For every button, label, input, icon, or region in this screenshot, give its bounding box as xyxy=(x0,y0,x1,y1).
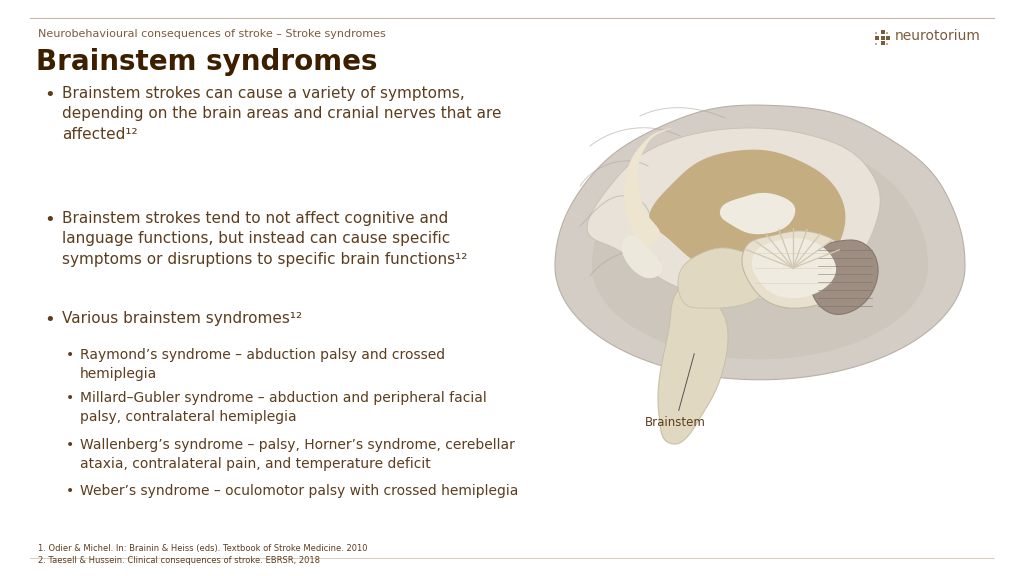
Text: •: • xyxy=(66,348,75,362)
Text: •: • xyxy=(44,311,54,329)
Text: 2. Taesell & Hussein. Clinical consequences of stroke. EBRSR, 2018: 2. Taesell & Hussein. Clinical consequen… xyxy=(38,556,319,565)
Text: •: • xyxy=(66,484,75,498)
Bar xyxy=(886,36,890,40)
Text: Millard–Gubler syndrome – abduction and peripheral facial
palsy, contralateral h: Millard–Gubler syndrome – abduction and … xyxy=(80,391,486,424)
Text: •: • xyxy=(44,211,54,229)
Polygon shape xyxy=(720,193,796,234)
Polygon shape xyxy=(678,248,765,308)
Text: Brainstem: Brainstem xyxy=(645,354,706,429)
Text: Wallenberg’s syndrome – palsy, Horner’s syndrome, cerebellar
ataxia, contralater: Wallenberg’s syndrome – palsy, Horner’s … xyxy=(80,438,515,471)
Polygon shape xyxy=(658,285,728,444)
Text: neurotorium: neurotorium xyxy=(895,29,981,43)
Polygon shape xyxy=(592,135,928,359)
Text: Raymond’s syndrome – abduction palsy and crossed
hemiplegia: Raymond’s syndrome – abduction palsy and… xyxy=(80,348,445,381)
Bar xyxy=(886,43,889,45)
Text: 1. Odier & Michel. In: Brainin & Heiss (eds). Textbook of Stroke Medicine. 2010: 1. Odier & Michel. In: Brainin & Heiss (… xyxy=(38,544,368,553)
Polygon shape xyxy=(811,240,878,314)
Text: •: • xyxy=(44,86,54,104)
Polygon shape xyxy=(587,128,881,299)
Bar xyxy=(886,32,889,34)
Bar xyxy=(874,32,878,34)
Text: •: • xyxy=(66,438,75,452)
Bar xyxy=(881,30,885,34)
Text: Brainstem syndromes: Brainstem syndromes xyxy=(36,48,378,76)
Text: Brainstem strokes can cause a variety of symptoms,
depending on the brain areas : Brainstem strokes can cause a variety of… xyxy=(62,86,502,142)
Polygon shape xyxy=(624,128,672,246)
Text: Weber’s syndrome – oculomotor palsy with crossed hemiplegia: Weber’s syndrome – oculomotor palsy with… xyxy=(80,484,518,498)
Polygon shape xyxy=(555,105,965,380)
Bar xyxy=(881,41,885,45)
Text: Brainstem strokes tend to not affect cognitive and
language functions, but inste: Brainstem strokes tend to not affect cog… xyxy=(62,211,467,267)
Polygon shape xyxy=(649,150,846,281)
Polygon shape xyxy=(742,231,853,308)
Text: Neurobehavioural consequences of stroke – Stroke syndromes: Neurobehavioural consequences of stroke … xyxy=(38,29,386,39)
Polygon shape xyxy=(752,238,836,298)
Text: •: • xyxy=(66,391,75,405)
Polygon shape xyxy=(622,236,663,278)
Bar xyxy=(874,36,879,40)
Bar xyxy=(881,36,885,40)
Text: Various brainstem syndromes¹²: Various brainstem syndromes¹² xyxy=(62,311,302,326)
Bar xyxy=(874,43,878,45)
